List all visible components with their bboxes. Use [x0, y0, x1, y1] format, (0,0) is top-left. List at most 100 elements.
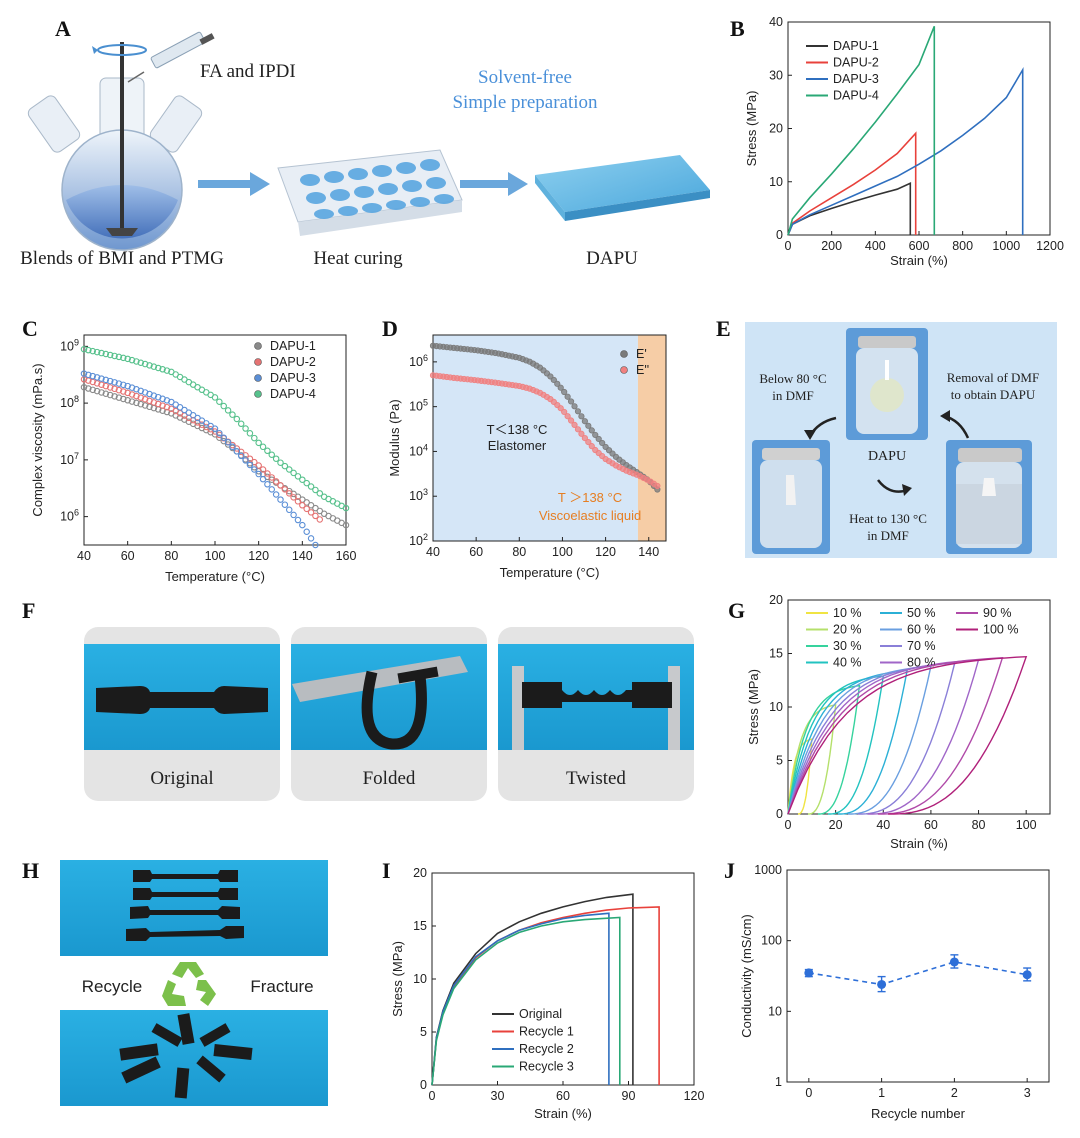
plot-frame [787, 21, 1051, 236]
panel-label-g: G [728, 598, 745, 623]
x-tick-label: 60 [121, 549, 135, 563]
chart-i-recycle: 0 30 60 90 120 0 5 10 15 20 Strain (%) Stress (MPa)… [390, 866, 704, 1121]
data-point-dapu-1 [98, 389, 105, 396]
data-point-loss-modulus [588, 443, 595, 450]
y-tick-label: 103 [409, 487, 428, 503]
legend-entry-dapu-3-label: DAPU-3 [833, 72, 879, 86]
legend-entry-original-label: Original [519, 1007, 562, 1021]
data-point-dapu-4 [102, 350, 110, 358]
hysteresis-loop-30 [787, 684, 861, 815]
data-point-dapu-1 [137, 400, 145, 408]
syringe-icon [127, 31, 215, 83]
y-tick-label: 30 [769, 68, 783, 82]
data-point-storage-modulus [581, 418, 588, 425]
data-point-dapu-4 [89, 347, 96, 355]
data-point-dapu-1 [220, 437, 227, 445]
dapu-jar-label: DAPU [868, 449, 906, 464]
series-line-recycle-3 [431, 916, 621, 1086]
data-point-dapu-3 [303, 528, 310, 536]
data-point-dapu-2 [259, 466, 267, 473]
x-axis-label: Temperature (°C) [165, 569, 265, 584]
data-point-dapu-4 [80, 345, 88, 353]
data-point-dapu-4 [146, 362, 153, 369]
data-point-dapu-1 [141, 402, 149, 409]
step2-caption: Heat curing [313, 248, 403, 269]
removal-label-line2: to obtain DAPU [951, 387, 1036, 402]
y-tick-label: 10 [769, 700, 783, 714]
y-tick-label: 5 [776, 754, 783, 768]
curved-arrow-icon [804, 416, 837, 440]
panel-label-a: A [55, 16, 71, 41]
data-point-dapu-3 [268, 486, 276, 493]
data-point-dapu-3 [106, 377, 114, 385]
data-point-dapu-2 [120, 388, 127, 395]
curing-mold-image [277, 149, 463, 236]
legend-entry-loss-modulus-swatch [620, 366, 628, 374]
y-tick-label: 1000 [754, 863, 782, 877]
x-tick-label: 3 [1024, 1086, 1031, 1100]
fracture-label: Fracture [250, 977, 313, 996]
data-point-dapu-1 [115, 394, 123, 401]
data-point-loss-modulus [585, 439, 592, 446]
data-point-dapu-3 [111, 379, 118, 386]
data-point-storage-modulus [571, 403, 578, 410]
series-line-original [431, 893, 634, 1086]
y-tick-label: 20 [769, 122, 783, 136]
legend-entry-dapu-3-swatch [254, 374, 262, 382]
data-point-dapu-4 [150, 363, 158, 370]
data-point-storage-modulus [561, 388, 568, 396]
data-point-dapu-1 [146, 403, 153, 411]
y-tick-label: 100 [761, 934, 782, 948]
y-axis-label: Stress (MPa) [744, 91, 759, 167]
data-point-dapu-2 [277, 482, 284, 489]
data-point-dapu-2 [285, 490, 293, 497]
panel-label-e: E [716, 316, 731, 341]
data-point-dapu-1 [80, 383, 88, 391]
data-point-dapu-2 [268, 474, 276, 481]
data-point-dapu-1 [133, 399, 140, 407]
data-point-storage-modulus [588, 427, 595, 434]
legend-entry-dapu-4-swatch [254, 390, 262, 398]
data-point-dapu-4 [242, 425, 249, 432]
data-point-storage-modulus [564, 393, 571, 400]
data-point-dapu-4 [120, 354, 127, 362]
data-point-dapu-1 [106, 391, 114, 399]
y-axis-label: Modulus (Pa) [387, 399, 402, 476]
data-point-dapu-4 [342, 504, 350, 512]
x-tick-label: 80 [512, 545, 526, 559]
step3-caption: DAPU [586, 248, 638, 269]
y-tick-label: 0 [776, 807, 783, 821]
data-point-storage-modulus [557, 384, 564, 391]
data-point-loss-modulus [557, 405, 564, 412]
y-tick-label: 106 [409, 353, 428, 369]
data-point-dapu-4 [303, 479, 310, 487]
data-point-storage-modulus [599, 439, 606, 447]
data-point-dapu-2 [93, 380, 101, 387]
data-point-dapu-4 [159, 366, 166, 373]
data-point-storage-modulus [585, 422, 592, 429]
legend-entry-30-label: 30 % [833, 639, 862, 653]
x-tick-label: 0 [429, 1089, 436, 1103]
data-point-conductivity [1022, 970, 1032, 980]
photo-twisted [498, 627, 694, 801]
legend-entry-dapu-4-label: DAPU-4 [270, 387, 316, 401]
x-tick-label: 800 [952, 239, 973, 253]
panel-labels: A B C D E F G H I J [22, 16, 745, 883]
y-axis-label: Stress (MPa) [390, 941, 405, 1017]
data-point-dapu-4 [307, 483, 315, 490]
x-tick-label: 90 [622, 1089, 636, 1103]
recycle-label: Recycle [82, 977, 142, 996]
data-point-dapu-1 [120, 395, 127, 403]
legend-entry-70-label: 70 % [907, 639, 936, 653]
panel-h: Recycle Fracture [60, 860, 328, 1106]
caption-original: Original [150, 768, 213, 789]
x-axis-label: Strain (%) [890, 253, 948, 268]
x-tick-label: 600 [909, 239, 930, 253]
x-tick-label: 400 [865, 239, 886, 253]
panel-a: FA and IPDI Solvent-free Simple preparat… [20, 31, 710, 269]
legend-entry-60-label: 60 % [907, 623, 936, 637]
data-point-dapu-1 [342, 521, 350, 529]
hysteresis-loop-100 [787, 655, 1028, 815]
legend-entry-40-label: 40 % [833, 656, 862, 670]
data-point-conductivity [949, 957, 959, 967]
